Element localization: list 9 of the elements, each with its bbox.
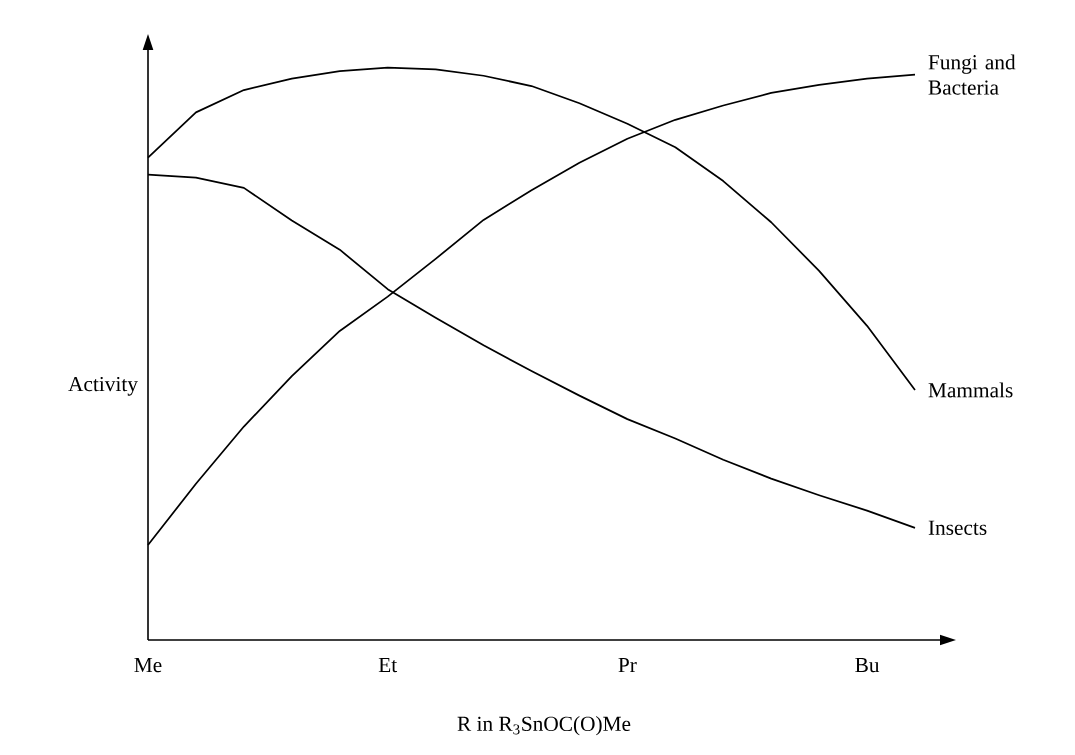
series-label: Insects (928, 520, 987, 535)
x-tick-label: Bu (855, 658, 880, 673)
series-label: Fungi and Bacteria (928, 54, 1016, 95)
x-axis-title: R in R$_{3}$SnOC(O)Me (457, 716, 631, 736)
x-tick-label: Pr (618, 658, 637, 672)
x-tick-label: Et (378, 658, 398, 673)
series-label: Mammals (928, 382, 1013, 398)
y-axis-title: Activity (68, 376, 138, 396)
x-tick-label: Me (134, 658, 162, 673)
